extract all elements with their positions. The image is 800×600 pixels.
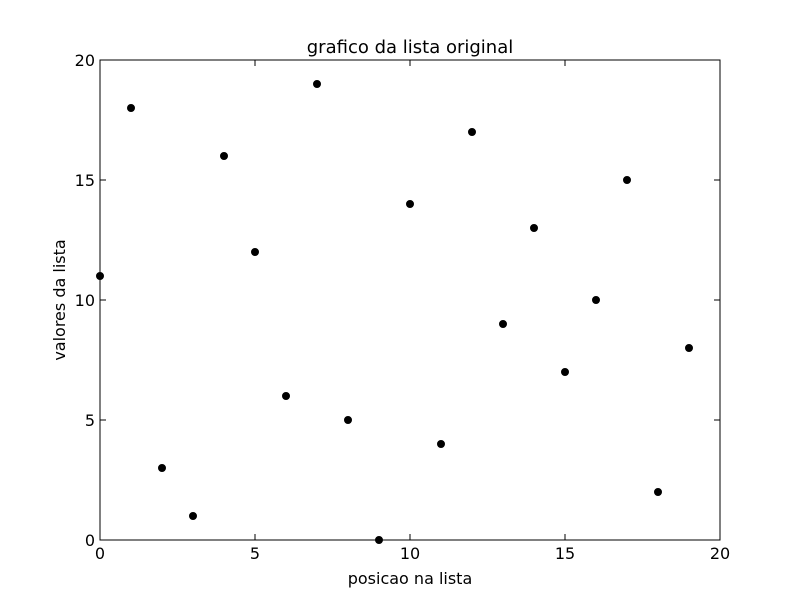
y-tick-labels: 0 5 10 15 20 xyxy=(75,51,95,550)
x-tick-label: 0 xyxy=(95,544,105,563)
x-tick-label: 20 xyxy=(710,544,730,563)
y-tick-label: 10 xyxy=(75,291,95,310)
x-axis-label: posicao na lista xyxy=(348,569,473,588)
data-point xyxy=(313,80,321,88)
y-tick-label: 5 xyxy=(85,411,95,430)
y-tick-label: 15 xyxy=(75,171,95,190)
data-point xyxy=(127,104,135,112)
data-point xyxy=(344,416,352,424)
y-tick-label: 20 xyxy=(75,51,95,70)
data-point xyxy=(96,272,104,280)
data-point xyxy=(623,176,631,184)
y-tick-label: 0 xyxy=(85,531,95,550)
data-point xyxy=(158,464,166,472)
data-point xyxy=(592,296,600,304)
data-point xyxy=(251,248,259,256)
x-tick-labels: 0 5 10 15 20 xyxy=(95,544,730,563)
data-point xyxy=(561,368,569,376)
x-tick-label: 10 xyxy=(400,544,420,563)
data-point xyxy=(189,512,197,520)
axis-ticks xyxy=(99,59,721,541)
x-tick-label: 5 xyxy=(250,544,260,563)
data-point xyxy=(220,152,228,160)
y-axis-label: valores da lista xyxy=(50,239,69,360)
data-point xyxy=(437,440,445,448)
data-point xyxy=(654,488,662,496)
data-point xyxy=(375,536,383,544)
data-point xyxy=(530,224,538,232)
data-point xyxy=(468,128,476,136)
data-point xyxy=(406,200,414,208)
data-point xyxy=(282,392,290,400)
data-points xyxy=(96,80,693,544)
chart-title: grafico da lista original xyxy=(307,37,513,58)
data-point xyxy=(685,344,693,352)
plot-frame xyxy=(99,59,721,541)
data-point xyxy=(499,320,507,328)
x-tick-label: 15 xyxy=(555,544,575,563)
